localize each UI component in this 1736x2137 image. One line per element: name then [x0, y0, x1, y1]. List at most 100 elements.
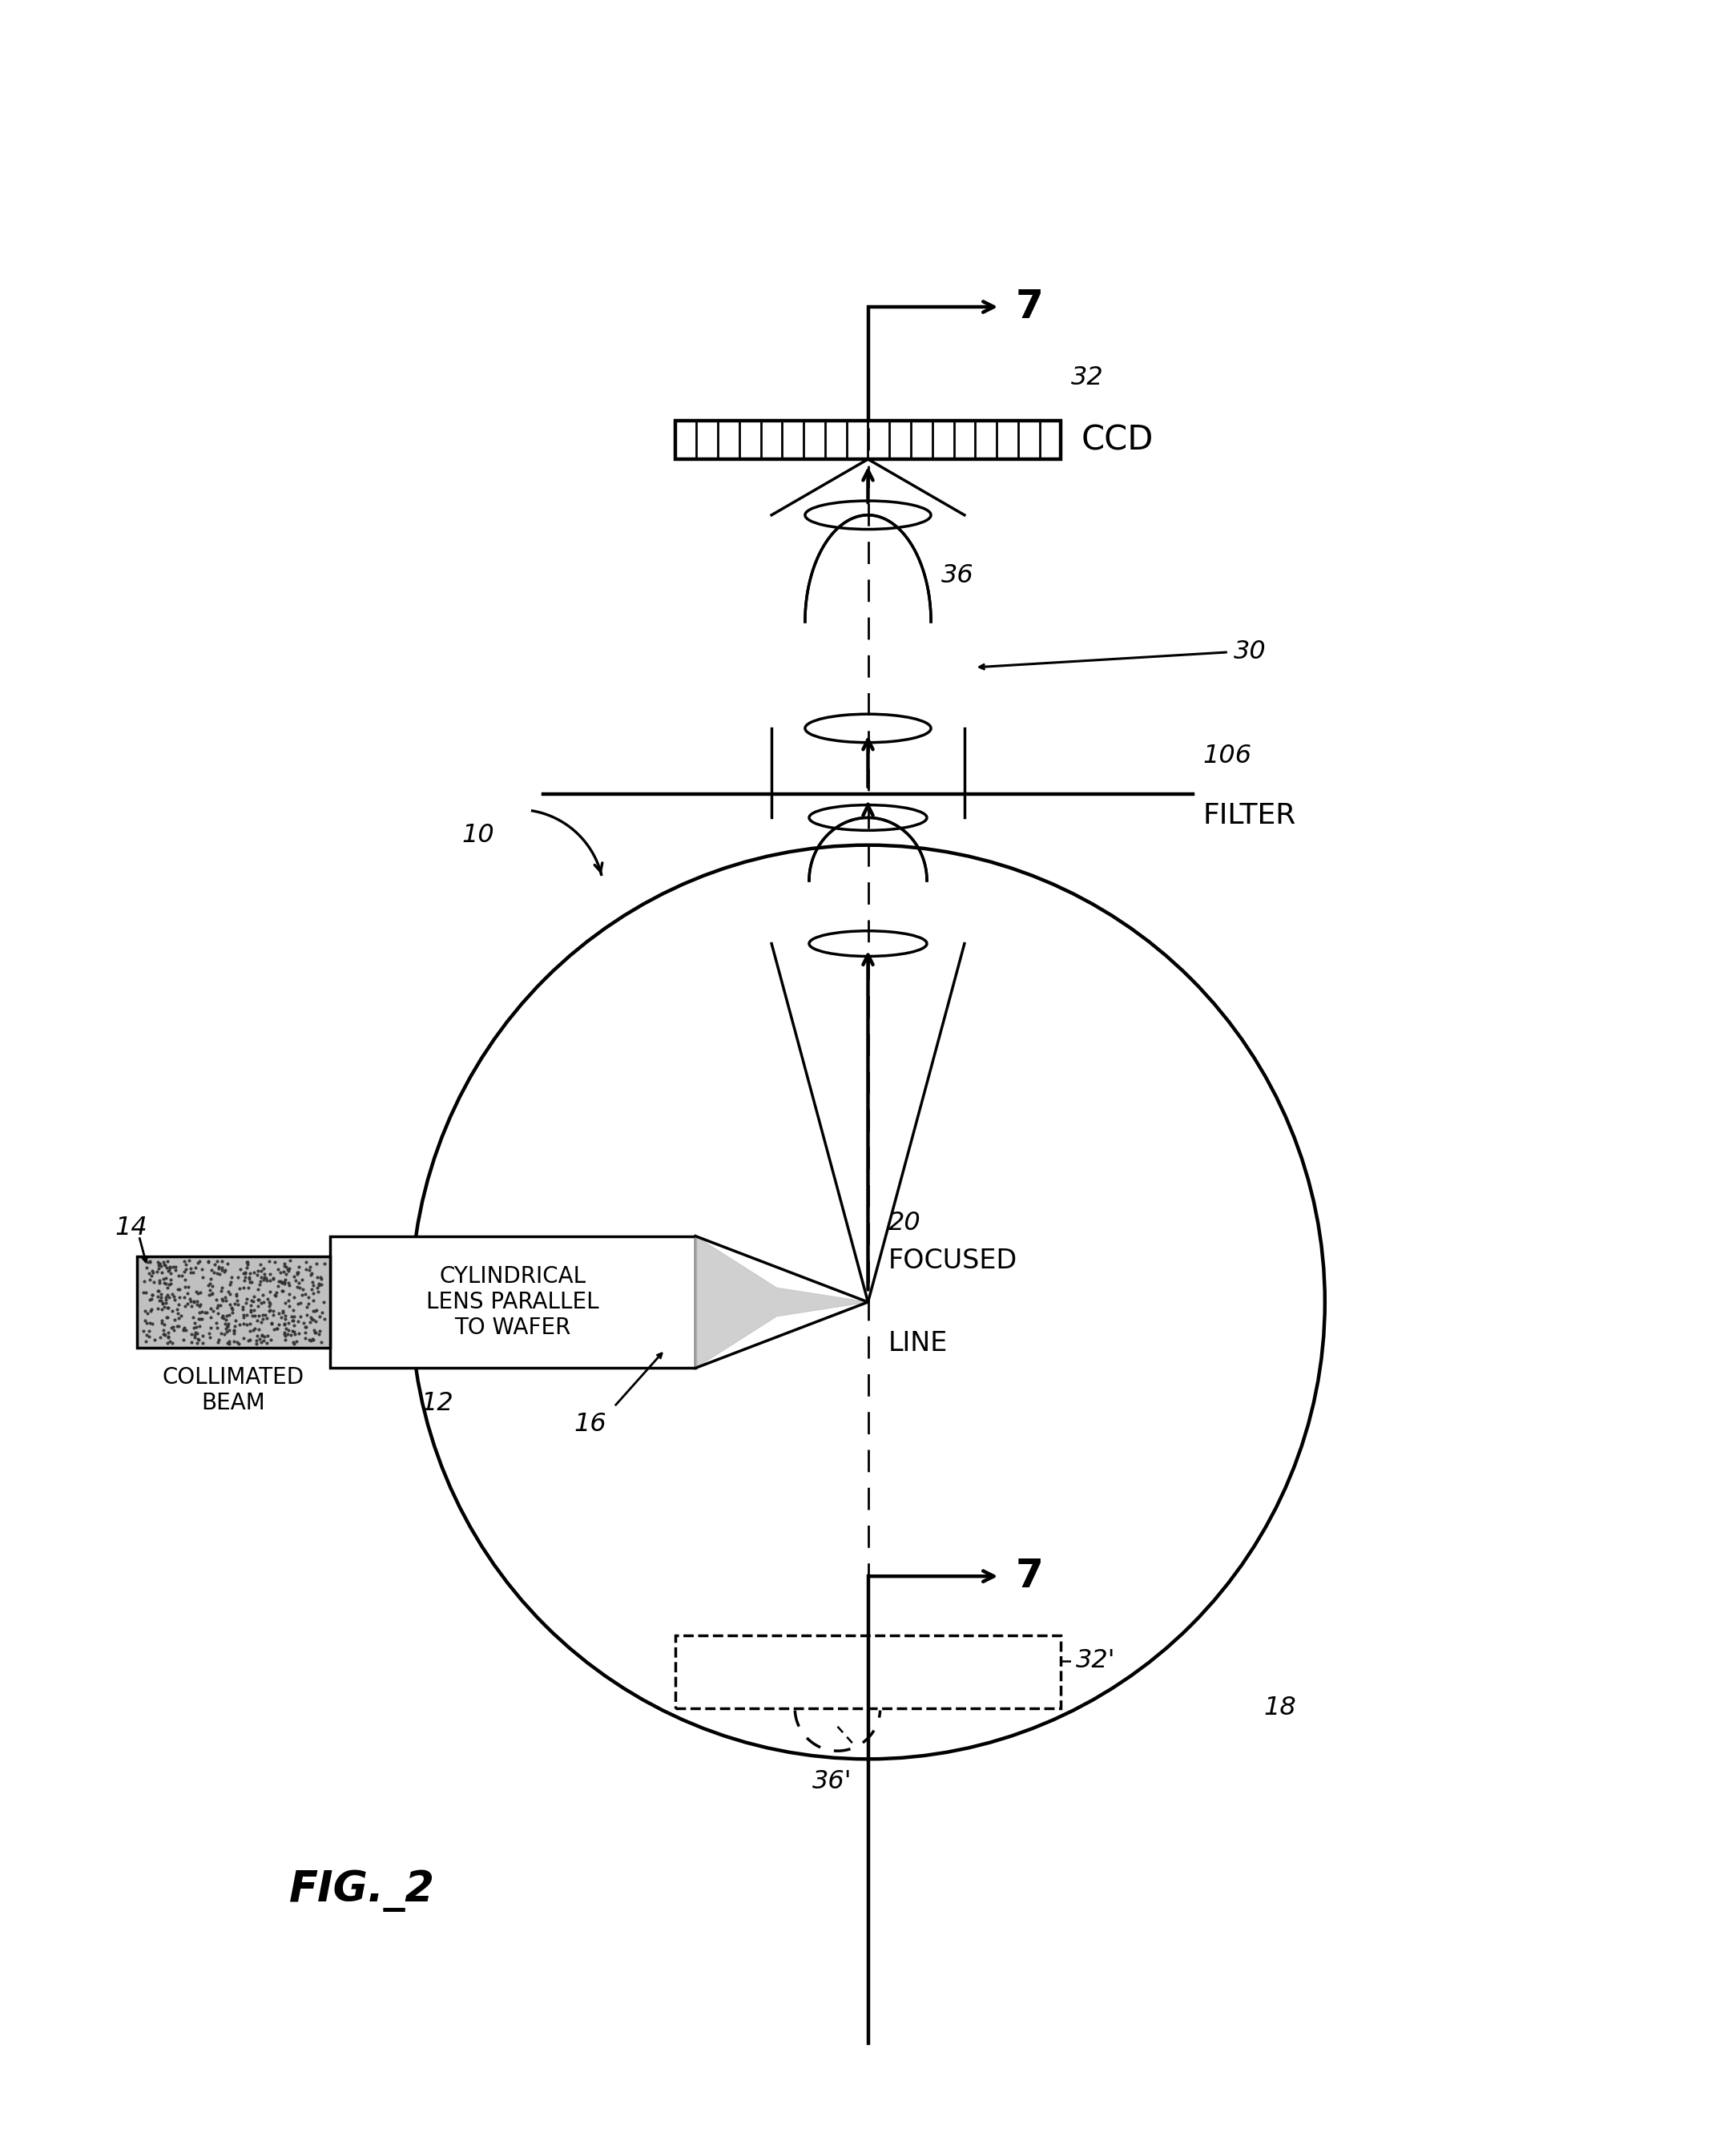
Point	[267, 1274, 295, 1308]
Point	[253, 1319, 281, 1353]
Point	[304, 1276, 332, 1310]
Point	[279, 1314, 307, 1348]
Point	[182, 1310, 210, 1344]
Point	[170, 1312, 198, 1346]
Point	[153, 1265, 181, 1299]
Point	[212, 1312, 240, 1346]
Point	[241, 1312, 269, 1346]
Point	[306, 1314, 333, 1348]
Point	[155, 1291, 182, 1325]
Point	[300, 1316, 328, 1351]
Point	[148, 1286, 175, 1321]
Point	[155, 1254, 182, 1289]
Point	[137, 1293, 165, 1327]
Point	[307, 1267, 335, 1301]
Point	[184, 1276, 212, 1310]
Point	[279, 1293, 307, 1327]
Point	[170, 1312, 198, 1346]
Point	[240, 1293, 267, 1327]
Point	[144, 1248, 172, 1282]
Point	[241, 1299, 269, 1333]
Point	[149, 1246, 177, 1280]
Point	[215, 1325, 243, 1359]
Point	[194, 1244, 222, 1278]
Point	[279, 1327, 307, 1361]
Point	[153, 1325, 181, 1359]
Point	[220, 1314, 248, 1348]
Point	[231, 1257, 259, 1291]
Point	[295, 1280, 323, 1314]
Point	[184, 1316, 212, 1351]
Point	[304, 1261, 332, 1295]
Point	[156, 1267, 184, 1301]
Point	[181, 1310, 208, 1344]
Point	[196, 1299, 224, 1333]
Point	[283, 1254, 311, 1289]
Point	[271, 1263, 299, 1297]
Point	[222, 1278, 250, 1312]
Point	[196, 1321, 224, 1355]
Point	[194, 1246, 222, 1280]
Point	[248, 1261, 276, 1295]
Point	[302, 1316, 330, 1351]
Point	[215, 1278, 243, 1312]
Point	[229, 1297, 257, 1331]
Point	[207, 1289, 234, 1323]
Point	[155, 1314, 182, 1348]
Point	[293, 1286, 321, 1321]
Point	[186, 1310, 214, 1344]
Point	[274, 1306, 302, 1340]
Point	[177, 1289, 205, 1323]
Point	[274, 1252, 302, 1286]
Point	[220, 1310, 248, 1344]
Point	[170, 1280, 198, 1314]
Point	[170, 1254, 198, 1289]
Point	[236, 1323, 264, 1357]
Point	[135, 1246, 163, 1280]
Point	[201, 1248, 229, 1282]
Point	[247, 1323, 274, 1357]
Point	[186, 1295, 214, 1329]
Point	[184, 1246, 212, 1280]
Point	[297, 1306, 325, 1340]
Point	[222, 1325, 250, 1359]
Point	[172, 1269, 200, 1304]
Point	[233, 1297, 260, 1331]
Point	[186, 1289, 214, 1323]
Point	[198, 1276, 226, 1310]
Point	[267, 1265, 295, 1299]
Polygon shape	[696, 1235, 868, 1368]
Point	[179, 1299, 207, 1333]
Point	[219, 1293, 247, 1327]
Point	[307, 1325, 335, 1359]
Point	[292, 1316, 319, 1351]
Point	[196, 1261, 224, 1295]
Point	[134, 1244, 161, 1278]
Point	[203, 1244, 231, 1278]
Point	[295, 1252, 323, 1286]
Point	[269, 1265, 297, 1299]
Point	[255, 1293, 283, 1327]
Point	[174, 1286, 201, 1321]
Point	[214, 1314, 241, 1348]
Point	[229, 1293, 257, 1327]
Point	[135, 1314, 163, 1348]
Point	[181, 1314, 208, 1348]
Point	[279, 1299, 307, 1333]
Point	[148, 1293, 175, 1327]
Point	[257, 1323, 285, 1357]
Point	[297, 1299, 325, 1333]
Point	[194, 1267, 222, 1301]
Point	[264, 1263, 292, 1297]
Point	[240, 1257, 267, 1291]
Point	[299, 1276, 326, 1310]
Point	[135, 1263, 163, 1297]
Point	[283, 1269, 311, 1304]
Point	[307, 1261, 335, 1295]
Point	[264, 1308, 292, 1342]
Point	[243, 1323, 271, 1357]
Point	[260, 1297, 288, 1331]
Point	[259, 1261, 286, 1295]
Point	[146, 1284, 174, 1319]
Point	[292, 1276, 319, 1310]
